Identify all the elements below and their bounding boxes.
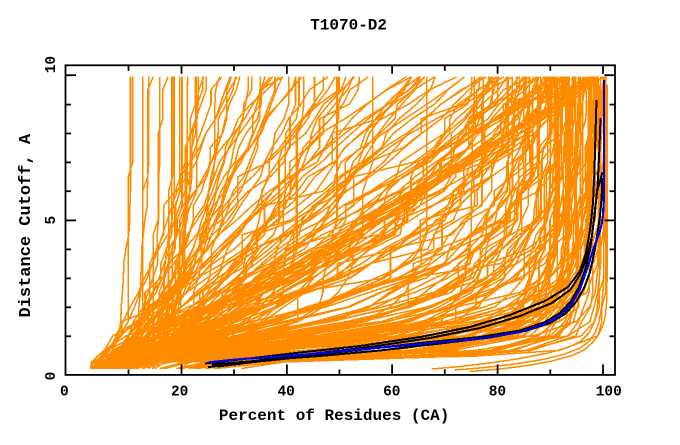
svg-text:Percent of Residues (CA): Percent of Residues (CA): [219, 407, 449, 425]
svg-text:5: 5: [44, 216, 60, 225]
svg-text:60: 60: [383, 384, 400, 400]
svg-text:100: 100: [596, 384, 622, 400]
svg-text:10: 10: [44, 56, 60, 73]
svg-text:T1070-D2: T1070-D2: [310, 17, 387, 35]
svg-text:40: 40: [277, 384, 294, 400]
svg-text:Distance Cutoff, A: Distance Cutoff, A: [17, 133, 36, 317]
svg-text:0: 0: [44, 372, 60, 381]
svg-text:20: 20: [171, 384, 188, 400]
svg-text:0: 0: [60, 384, 69, 400]
svg-text:80: 80: [489, 384, 506, 400]
